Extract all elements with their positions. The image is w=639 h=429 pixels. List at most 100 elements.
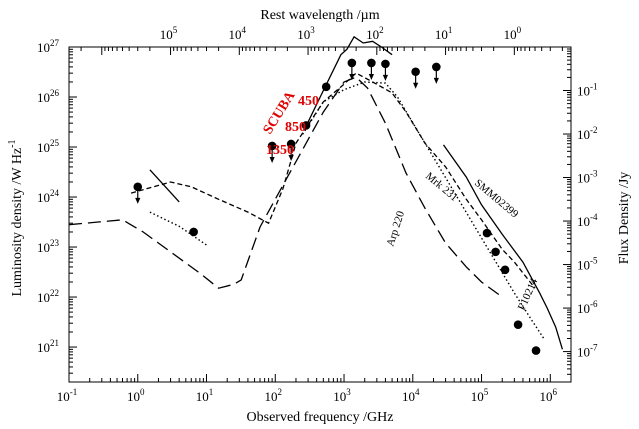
x-tick-label-6-base: 10 [471,389,484,404]
y-tick-label-left-5-base: 10 [37,90,50,105]
top-tick-label-5-exp: 0 [517,25,522,35]
x-tick-label-1: 100 [127,387,145,404]
annotations: SCUBA 450 850 1350 Mrk 231 Arp 220 SMM02… [261,88,541,312]
top-tick-label-2-exp: 3 [310,25,315,35]
y-tick-label-left-0: 1021 [37,338,59,355]
x-tick-label-4-base: 10 [333,389,346,404]
data-point-12 [491,247,500,257]
top-tick-label-3: 102 [366,25,384,42]
upper-limit-arrow-7 [368,73,374,80]
y-tick-label-right-1: 10-6 [577,299,598,316]
upper-limit-arrow-8 [382,74,389,81]
data-point-14 [513,320,523,329]
left-axis-title-exp: -1 [7,139,18,147]
top-tick-label-3-base: 10 [366,27,379,42]
x-tick-label-0: 10-1 [57,387,78,404]
y-tick-label-left-3-base: 10 [37,190,50,205]
right-axis-title: Flux Density /Jy [617,172,632,265]
left-axis-title: Luminosity density /W Hz-1 [7,139,25,296]
y-tick-label-right-2-base: 10 [577,258,590,273]
data-point-13 [500,265,510,275]
x-tick-label-7-base: 10 [540,389,553,404]
upper-limit-arrow-6 [349,73,355,80]
x-tick-label-5-exp: 4 [415,387,420,397]
annotation-1350: 1350 [266,143,294,158]
top-tick-label-5-base: 10 [504,27,517,42]
x-tick-label-2-exp: 1 [209,387,214,397]
y-tick-label-left-6-exp: 27 [50,38,60,48]
data-point-15 [531,346,541,355]
y-tick-label-left-0-exp: 21 [50,338,59,348]
y-tick-label-left-2-base: 10 [37,240,50,255]
x-tick-label-6: 105 [471,387,489,404]
y-tick-label-left-4: 1025 [37,138,60,155]
y-tick-label-left-3: 1024 [37,188,60,205]
top-tick-label-3-exp: 2 [379,25,384,35]
top-tick-label-4-base: 10 [435,27,448,42]
annotation-850: 850 [285,120,306,135]
y-tick-label-right-4: 10-3 [577,169,598,186]
x-tick-label-4: 103 [333,387,351,404]
y-tick-label-left-1-exp: 22 [50,288,59,298]
y-tick-label-left-2-exp: 23 [50,238,60,248]
y-tick-label-right-0-exp: -7 [590,343,598,353]
data-point-5 [321,82,331,92]
y-tick-label-right-2: 10-5 [577,256,598,273]
x-tick-label-6-exp: 5 [484,387,489,397]
plot-frame [68,46,572,383]
y-tick-label-left-6-base: 10 [37,40,50,55]
top-tick-label-1-exp: 4 [242,25,247,35]
curve-solid-2 [149,169,180,203]
y-tick-label-left-5-exp: 26 [50,88,60,98]
x-tick-label-5: 104 [402,387,420,404]
y-tick-label-left-2: 1023 [37,238,60,255]
top-tick-label-0: 105 [160,25,178,42]
top-tick-label-4-exp: 1 [448,25,453,35]
x-tick-label-1-exp: 0 [140,387,145,397]
x-tick-label-0-base: 10 [57,389,70,404]
left-axis-title-text: Luminosity density /W Hz [10,148,25,297]
x-tick-label-3-base: 10 [265,389,278,404]
y-tick-label-left-5: 1026 [37,88,60,105]
curve-solid-1 [442,144,564,350]
curve-dotted-5 [149,211,207,246]
x-tick-label-5-base: 10 [402,389,415,404]
curve-dotted-6 [302,81,545,339]
upper-limit-arrow-3 [288,154,294,161]
annotation-f10214: F10214 [516,276,541,312]
y-tick-label-right-1-exp: -6 [590,299,598,309]
y-tick-label-right-5: 10-2 [577,125,598,142]
y-tick-label-left-3-exp: 24 [50,188,60,198]
x-tick-label-7-exp: 6 [553,387,558,397]
curve-dashed-3 [130,72,536,289]
y-tick-label-right-0-base: 10 [577,345,590,360]
y-tick-label-right-5-base: 10 [577,127,590,142]
y-tick-label-right-6-base: 10 [577,84,590,99]
top-axis-title: Rest wavelength /µm [260,8,379,23]
y-tick-label-right-4-exp: -3 [590,169,598,179]
y-tick-label-left-4-exp: 25 [50,138,60,148]
y-tick-label-right-2-exp: -5 [590,256,598,266]
y-tick-label-right-3-exp: -4 [590,212,598,222]
top-tick-label-2-base: 10 [297,27,310,42]
y-tick-label-right-5-exp: -2 [590,125,598,135]
annotation-450: 450 [298,94,319,109]
upper-limit-arrow-9 [413,82,419,89]
data-points [133,58,541,355]
data-point-1 [189,227,198,237]
annotation-mrk231: Mrk 231 [423,170,460,204]
data-point-4 [301,121,311,130]
x-tick-label-2-base: 10 [196,389,209,404]
y-tick-label-right-1-base: 10 [577,301,590,316]
y-tick-label-left-6: 1027 [37,38,60,55]
y-tick-label-right-6: 10-1 [577,82,598,99]
y-tick-label-right-0: 10-7 [577,343,598,360]
x-tick-label-0-exp: -1 [70,387,78,397]
top-tick-label-2: 103 [297,25,315,42]
y-tick-label-left-1: 1022 [37,288,59,305]
x-axis-title: Observed frequency /GHz [247,410,394,425]
upper-limit-arrow-0 [135,197,141,204]
y-tick-label-left-0-base: 10 [37,340,50,355]
